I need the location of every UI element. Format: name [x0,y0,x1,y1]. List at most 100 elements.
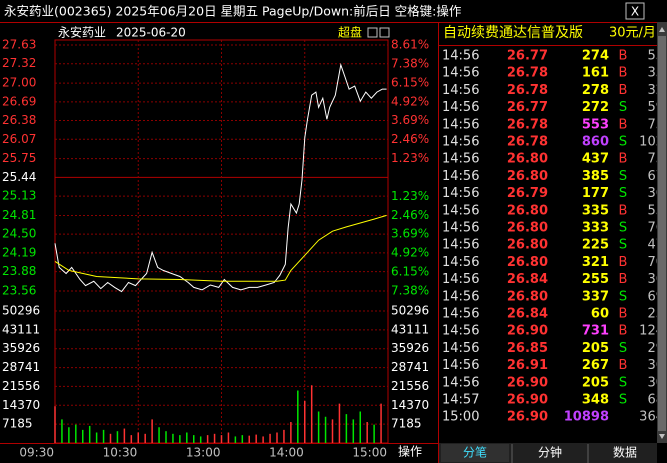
volume-tick-label: 43111 [391,322,429,336]
tick-time: 14:56 [442,341,479,356]
title-bar [0,0,667,22]
tick-volume: 731 [582,324,609,339]
tick-time: 14:57 [442,393,479,408]
tick-time: 14:56 [442,169,479,184]
volume-bar [144,433,146,443]
tick-price: 26.80 [507,152,548,167]
x-tick-label: 10:30 [103,446,138,460]
tick-price: 26.80 [507,203,548,218]
tick-volume: 860 [582,135,609,150]
tick-price: 26.90 [507,375,548,390]
tab[interactable]: 数据 [613,445,637,460]
tick-side: B [619,358,628,373]
tick-price: 26.90 [507,393,548,408]
tick-price: 26.79 [507,186,548,201]
volume-bar [61,419,63,443]
tick-side: S [619,238,627,253]
volume-tick-label: 7185 [391,417,422,431]
volume-bar [310,385,313,443]
average-line [54,214,387,282]
y2-tick-label: 2.46% [391,132,429,146]
volume-bar [283,429,285,443]
y-tick-label: 23.56 [2,284,36,298]
volume-bar [165,431,167,443]
volume-tick-label: 7185 [2,417,33,431]
tick-volume: 161 [582,66,609,81]
close-button[interactable] [625,2,645,20]
y-tick-label: 25.75 [2,151,36,165]
x-tick-label: 13:00 [186,446,221,460]
volume-bar [255,434,257,443]
badge[interactable]: 超盘 [338,25,362,40]
tick-volume: 255 [582,272,609,287]
volume-bar [137,432,139,443]
volume-bar [290,422,292,443]
tick-price: 26.91 [507,358,548,373]
tab[interactable]: 分笔 [463,445,487,460]
volume-bar [352,419,355,443]
volume-bar [199,436,202,443]
tick-side: S [619,221,627,236]
y-tick-label: 26.38 [2,113,36,127]
tab[interactable]: 分钟 [538,445,562,460]
tick-time: 14:56 [442,152,479,167]
volume-bar [213,433,216,443]
volume-bar [220,435,223,443]
tick-time: 14:56 [442,307,479,322]
y-tick-label: 26.07 [2,132,36,146]
x-tick-label: 09:30 [19,446,54,460]
y2-tick-label: 8.61% [391,38,429,52]
tick-side: S [619,135,627,150]
tick-time: 14:56 [442,49,479,64]
tick-volume: 348 [582,393,609,408]
close-label[interactable]: X [631,5,639,19]
volume-bar [227,432,230,443]
tick-price: 26.85 [507,341,548,356]
tick-side: S [619,289,627,304]
tick-side: S [619,375,627,390]
tick-price: 26.90 [507,410,548,425]
y-tick-label: 27.63 [2,38,36,52]
y-tick-label: 24.50 [2,227,36,241]
scroll-thumb[interactable] [658,36,666,431]
tick-price: 26.78 [507,83,548,98]
volume-bar [102,429,105,443]
tick-side: B [619,117,628,132]
volume-bar [373,424,375,443]
tick-price: 26.78 [507,66,548,81]
tick-time: 14:56 [442,272,479,287]
scroll-arrow[interactable] [659,27,665,32]
volume-bar [324,416,327,443]
tick-price: 26.77 [507,100,548,115]
tick-volume: 385 [582,169,609,184]
y2-tick-label: 3.69% [391,227,429,241]
tick-time: 14:56 [442,238,479,253]
tick-price: 26.80 [507,289,548,304]
window-title: 永安药业(002365) 2025年06月20日 星期五 PageUp/Down… [4,4,462,19]
y2-tick-label: 1.23% [391,189,429,203]
operate-button[interactable]: 操作 [398,444,422,459]
price-line [54,62,387,293]
tab-active[interactable] [441,444,509,462]
tick-time: 14:56 [442,324,479,339]
scroll-arrow[interactable] [659,434,665,439]
tick-volume: 267 [582,358,609,373]
y2-tick-label: 4.92% [391,94,429,108]
tick-side: S [619,341,627,356]
small-button[interactable] [367,27,378,38]
volume-bar [304,401,306,443]
small-button[interactable] [379,27,390,38]
tick-volume: 60 [591,307,609,322]
y-tick-label: 25.13 [2,189,36,203]
stock-name: 永安药业 [58,25,106,40]
x-tick-label: 14:00 [269,446,304,460]
volume-bar [317,411,320,443]
volume-bar [130,435,133,443]
tick-time: 14:56 [442,117,479,132]
volume-tick-label: 21556 [2,379,40,393]
volume-tick-label: 50296 [391,304,429,318]
volume-bar [234,436,237,443]
tick-time: 14:56 [442,221,479,236]
tick-time: 14:56 [442,83,479,98]
